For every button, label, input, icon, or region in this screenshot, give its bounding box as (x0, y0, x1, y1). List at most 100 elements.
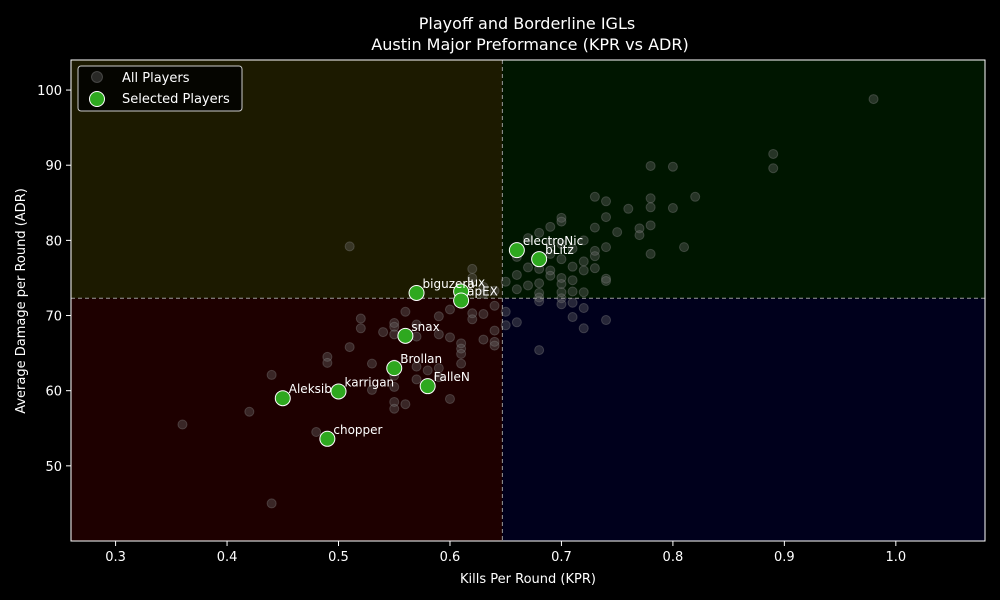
reference-lines (71, 60, 985, 541)
all-player-point (589, 251, 600, 262)
all-player-point (768, 163, 779, 174)
y-tick-label: 70 (45, 310, 62, 325)
selected-player-point (419, 378, 436, 395)
all-player-point (556, 239, 567, 250)
all-player-point (667, 161, 678, 172)
y-axis-ticks: 50 60 70 80 90 100 (37, 84, 71, 475)
all-player-point (478, 288, 489, 299)
all-player-point (679, 242, 690, 253)
all-player-point (467, 263, 478, 274)
all-player-point (344, 241, 355, 252)
plot-frame (70, 59, 986, 542)
all-player-point (578, 287, 589, 298)
selected-player-point (508, 242, 525, 259)
y-tick-label: 60 (45, 385, 62, 400)
selected-player-label: karrigan (345, 375, 395, 389)
x-tick-label: 1.0 (885, 550, 906, 565)
all-player-point (467, 308, 478, 319)
quadrant-backgrounds (71, 60, 985, 541)
all-player-point (433, 311, 444, 322)
all-player-point (556, 216, 567, 227)
all-player-point (389, 396, 400, 407)
selected-players-points (274, 242, 548, 447)
x-tick-label: 0.4 (217, 550, 238, 565)
all-player-point (634, 223, 645, 234)
legend-label-all-players: All Players (122, 71, 190, 86)
all-player-point (634, 230, 645, 241)
legend-box (77, 65, 243, 112)
all-player-point (355, 313, 366, 324)
all-player-point (344, 342, 355, 353)
all-player-point (523, 233, 533, 244)
all-player-point (567, 243, 578, 254)
selected-player-label: FalleN (434, 370, 470, 384)
all-player-point (411, 319, 422, 330)
all-player-point (467, 314, 478, 325)
selected-player-label: bLitz (545, 243, 574, 257)
all-player-point (556, 287, 567, 298)
all-player-point (545, 270, 556, 281)
all-player-point (489, 336, 500, 347)
all-player-point (567, 275, 578, 286)
all-player-point (478, 281, 489, 292)
x-tick-label: 0.6 (440, 550, 461, 565)
all-player-point (456, 358, 467, 369)
all-player-point (366, 358, 377, 369)
x-tick-label: 0.5 (328, 550, 349, 565)
all-player-point (545, 221, 556, 232)
all-player-point (389, 403, 400, 414)
all-player-point (266, 369, 277, 380)
y-tick-label: 50 (45, 460, 62, 475)
all-player-point (578, 235, 589, 246)
all-player-point (601, 275, 612, 286)
all-player-point (366, 384, 377, 395)
all-player-point (567, 261, 578, 272)
selected-player-point (319, 430, 336, 447)
selected-player-point (408, 284, 425, 301)
all-player-point (444, 332, 455, 343)
quadrant-top-right (502, 60, 985, 299)
selected-player-point (397, 327, 414, 344)
all-player-point (645, 248, 656, 259)
selected-player-label: snax (411, 320, 439, 334)
selected-player-point (531, 251, 548, 268)
all-player-point (511, 269, 522, 280)
selected-player-point (453, 292, 470, 309)
all-player-point (389, 321, 400, 332)
all-player-point (456, 343, 467, 354)
all-player-point (567, 297, 578, 308)
chart-subtitle: Austin Major Preformance (KPR vs ADR) (371, 35, 688, 54)
all-player-point (523, 262, 533, 273)
all-player-point (556, 254, 567, 265)
selected-player-label: chopper (333, 423, 382, 437)
all-player-point (478, 334, 489, 345)
all-player-point (768, 148, 779, 159)
all-player-point (645, 193, 656, 204)
all-player-point (456, 338, 467, 349)
quadrant-bottom-right (502, 298, 985, 541)
all-player-point (534, 278, 545, 289)
selected-player-point (330, 383, 347, 400)
all-player-point (467, 272, 478, 283)
all-player-point (389, 318, 400, 329)
all-player-point (489, 340, 500, 351)
all-player-point (400, 399, 411, 410)
y-tick-label: 90 (45, 159, 62, 174)
all-player-point (311, 427, 322, 438)
all-player-point (500, 306, 511, 317)
all-player-point (322, 357, 333, 368)
selected-player-label: lux (467, 275, 485, 289)
all-player-point (578, 265, 589, 276)
all-player-point (444, 393, 455, 404)
all-player-point (444, 304, 455, 315)
all-player-point (534, 296, 545, 307)
all-player-point (266, 498, 277, 509)
all-player-point (589, 222, 600, 233)
legend-label-selected-players: Selected Players (122, 92, 230, 107)
all-player-point (690, 191, 701, 202)
all-player-point (489, 300, 500, 311)
all-player-point (478, 309, 489, 320)
all-player-point (578, 323, 589, 334)
all-player-point (645, 160, 656, 171)
